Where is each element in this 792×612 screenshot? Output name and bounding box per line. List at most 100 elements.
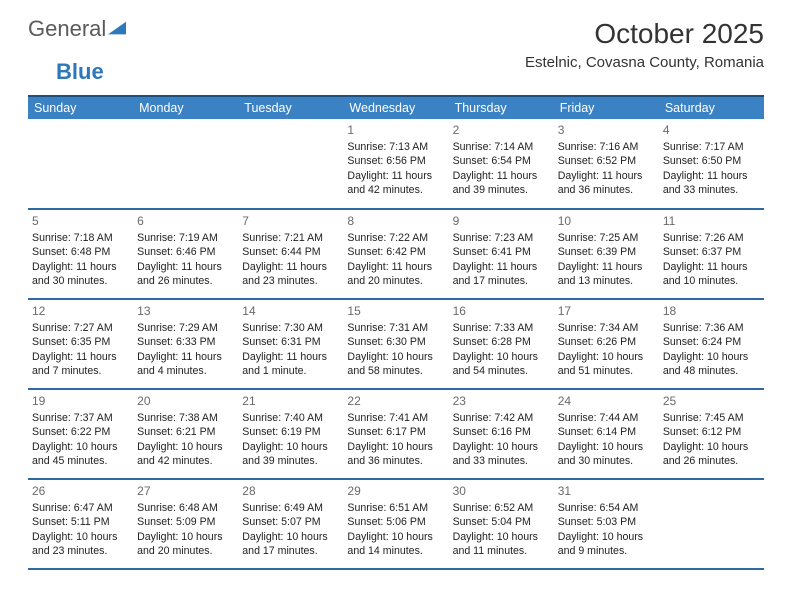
day-number: 25 — [663, 393, 760, 409]
day-number: 18 — [663, 303, 760, 319]
day-header: Friday — [554, 96, 659, 119]
calendar-cell: 20Sunrise: 7:38 AMSunset: 6:21 PMDayligh… — [133, 389, 238, 479]
day-info: Sunrise: 7:36 AMSunset: 6:24 PMDaylight:… — [663, 321, 760, 378]
calendar-cell: 17 Sunrise: 7:34 AMSunset: 6:26 PMDayligh… — [554, 299, 659, 389]
calendar-week-row: 19Sunrise: 7:37 AMSunset: 6:22 PMDayligh… — [28, 389, 764, 479]
calendar-cell: 19Sunrise: 7:37 AMSunset: 6:22 PMDayligh… — [28, 389, 133, 479]
day-info: Sunrise: 6:51 AMSunset: 5:06 PMDaylight:… — [347, 501, 444, 558]
day-number: 17 — [558, 303, 655, 319]
day-info: Sunrise: 7:26 AMSunset: 6:37 PMDaylight:… — [663, 231, 760, 288]
day-header: Sunday — [28, 96, 133, 119]
calendar-cell: 11 Sunrise: 7:26 AMSunset: 6:37 PMDayligh… — [659, 209, 764, 299]
calendar-week-row: 12Sunrise: 7:27 AMSunset: 6:35 PMDayligh… — [28, 299, 764, 389]
day-info: Sunrise: 7:21 AMSunset: 6:44 PMDaylight:… — [242, 231, 339, 288]
day-info: Sunrise: 7:16 AMSunset: 6:52 PMDaylight:… — [558, 140, 655, 197]
day-number: 28 — [242, 483, 339, 499]
day-number: 1 — [347, 122, 444, 138]
calendar-table: SundayMondayTuesdayWednesdayThursdayFrid… — [28, 95, 764, 570]
calendar-header: SundayMondayTuesdayWednesdayThursdayFrid… — [28, 96, 764, 119]
day-number: 14 — [242, 303, 339, 319]
calendar-cell: 14Sunrise: 7:30 AMSunset: 6:31 PMDayligh… — [238, 299, 343, 389]
day-number: 15 — [347, 303, 444, 319]
calendar-week-row: 5Sunrise: 7:18 AMSunset: 6:48 PMDaylight… — [28, 209, 764, 299]
calendar-cell: 2 Sunrise: 7:14 AMSunset: 6:54 PMDaylight… — [449, 119, 554, 209]
calendar-cell: 29 Sunrise: 6:51 AMSunset: 5:06 PMDayligh… — [343, 479, 448, 569]
logo-text-blue: Blue — [56, 59, 104, 84]
day-info: Sunrise: 7:14 AMSunset: 6:54 PMDaylight:… — [453, 140, 550, 197]
day-info: Sunrise: 6:49 AMSunset: 5:07 PMDaylight:… — [242, 501, 339, 558]
logo: General — [28, 18, 126, 40]
calendar-cell: 15 Sunrise: 7:31 AMSunset: 6:30 PMDayligh… — [343, 299, 448, 389]
day-number: 7 — [242, 213, 339, 229]
day-number: 30 — [453, 483, 550, 499]
day-info: Sunrise: 6:48 AMSunset: 5:09 PMDaylight:… — [137, 501, 234, 558]
triangle-icon — [108, 20, 126, 38]
day-number: 12 — [32, 303, 129, 319]
day-number: 26 — [32, 483, 129, 499]
day-info: Sunrise: 7:44 AMSunset: 6:14 PMDaylight:… — [558, 411, 655, 468]
day-info: Sunrise: 7:17 AMSunset: 6:50 PMDaylight:… — [663, 140, 760, 197]
day-number: 11 — [663, 213, 760, 229]
calendar-cell — [28, 119, 133, 209]
day-info: Sunrise: 7:29 AMSunset: 6:33 PMDaylight:… — [137, 321, 234, 378]
calendar-cell: 13 Sunrise: 7:29 AMSunset: 6:33 PMDayligh… — [133, 299, 238, 389]
calendar-cell: 28 Sunrise: 6:49 AMSunset: 5:07 PMDayligh… — [238, 479, 343, 569]
calendar-cell: 12Sunrise: 7:27 AMSunset: 6:35 PMDayligh… — [28, 299, 133, 389]
calendar-cell: 10Sunrise: 7:25 AMSunset: 6:39 PMDayligh… — [554, 209, 659, 299]
day-number: 16 — [453, 303, 550, 319]
day-number: 21 — [242, 393, 339, 409]
day-number: 4 — [663, 122, 760, 138]
calendar-cell: 16Sunrise: 7:33 AMSunset: 6:28 PMDayligh… — [449, 299, 554, 389]
calendar-cell: 3 Sunrise: 7:16 AMSunset: 6:52 PMDaylight… — [554, 119, 659, 209]
day-info: Sunrise: 7:22 AMSunset: 6:42 PMDaylight:… — [347, 231, 444, 288]
location-text: Estelnic, Covasna County, Romania — [525, 54, 764, 71]
calendar-cell: 9 Sunrise: 7:23 AMSunset: 6:41 PMDaylight… — [449, 209, 554, 299]
day-number: 13 — [137, 303, 234, 319]
day-info: Sunrise: 7:19 AMSunset: 6:46 PMDaylight:… — [137, 231, 234, 288]
day-info: Sunrise: 7:25 AMSunset: 6:39 PMDaylight:… — [558, 231, 655, 288]
day-number: 27 — [137, 483, 234, 499]
day-header: Wednesday — [343, 96, 448, 119]
calendar-cell: 25Sunrise: 7:45 AMSunset: 6:12 PMDayligh… — [659, 389, 764, 479]
calendar-cell: 8 Sunrise: 7:22 AMSunset: 6:42 PMDaylight… — [343, 209, 448, 299]
day-info: Sunrise: 7:37 AMSunset: 6:22 PMDaylight:… — [32, 411, 129, 468]
day-info: Sunrise: 7:23 AMSunset: 6:41 PMDaylight:… — [453, 231, 550, 288]
day-number: 9 — [453, 213, 550, 229]
calendar-cell: 22 Sunrise: 7:41 AMSunset: 6:17 PMDayligh… — [343, 389, 448, 479]
day-number: 8 — [347, 213, 444, 229]
calendar-cell — [238, 119, 343, 209]
day-info: Sunrise: 7:41 AMSunset: 6:17 PMDaylight:… — [347, 411, 444, 468]
day-number: 31 — [558, 483, 655, 499]
calendar-cell: 5Sunrise: 7:18 AMSunset: 6:48 PMDaylight… — [28, 209, 133, 299]
calendar-week-row: 1Sunrise: 7:13 AMSunset: 6:56 PMDaylight… — [28, 119, 764, 209]
calendar-cell: 7 Sunrise: 7:21 AMSunset: 6:44 PMDaylight… — [238, 209, 343, 299]
calendar-cell: 21 Sunrise: 7:40 AMSunset: 6:19 PMDayligh… — [238, 389, 343, 479]
title-block: October 2025 Estelnic, Covasna County, R… — [525, 18, 764, 71]
day-number: 20 — [137, 393, 234, 409]
calendar-cell: 27 Sunrise: 6:48 AMSunset: 5:09 PMDayligh… — [133, 479, 238, 569]
calendar-cell — [133, 119, 238, 209]
day-header: Monday — [133, 96, 238, 119]
day-number: 2 — [453, 122, 550, 138]
calendar-week-row: 26 Sunrise: 6:47 AMSunset: 5:11 PMDayligh… — [28, 479, 764, 569]
calendar-cell — [659, 479, 764, 569]
day-header: Tuesday — [238, 96, 343, 119]
day-info: Sunrise: 7:40 AMSunset: 6:19 PMDaylight:… — [242, 411, 339, 468]
day-info: Sunrise: 7:42 AMSunset: 6:16 PMDaylight:… — [453, 411, 550, 468]
day-number: 3 — [558, 122, 655, 138]
day-info: Sunrise: 6:47 AMSunset: 5:11 PMDaylight:… — [32, 501, 129, 558]
day-number: 5 — [32, 213, 129, 229]
day-number: 29 — [347, 483, 444, 499]
calendar-cell: 1Sunrise: 7:13 AMSunset: 6:56 PMDaylight… — [343, 119, 448, 209]
day-number: 24 — [558, 393, 655, 409]
day-info: Sunrise: 7:34 AMSunset: 6:26 PMDaylight:… — [558, 321, 655, 378]
calendar-body: 1Sunrise: 7:13 AMSunset: 6:56 PMDaylight… — [28, 119, 764, 569]
day-number: 23 — [453, 393, 550, 409]
calendar-cell: 4 Sunrise: 7:17 AMSunset: 6:50 PMDaylight… — [659, 119, 764, 209]
month-title: October 2025 — [525, 18, 764, 50]
day-header: Saturday — [659, 96, 764, 119]
day-number: 22 — [347, 393, 444, 409]
day-info: Sunrise: 6:52 AMSunset: 5:04 PMDaylight:… — [453, 501, 550, 558]
logo-text-general: General — [28, 18, 106, 40]
day-info: Sunrise: 7:31 AMSunset: 6:30 PMDaylight:… — [347, 321, 444, 378]
